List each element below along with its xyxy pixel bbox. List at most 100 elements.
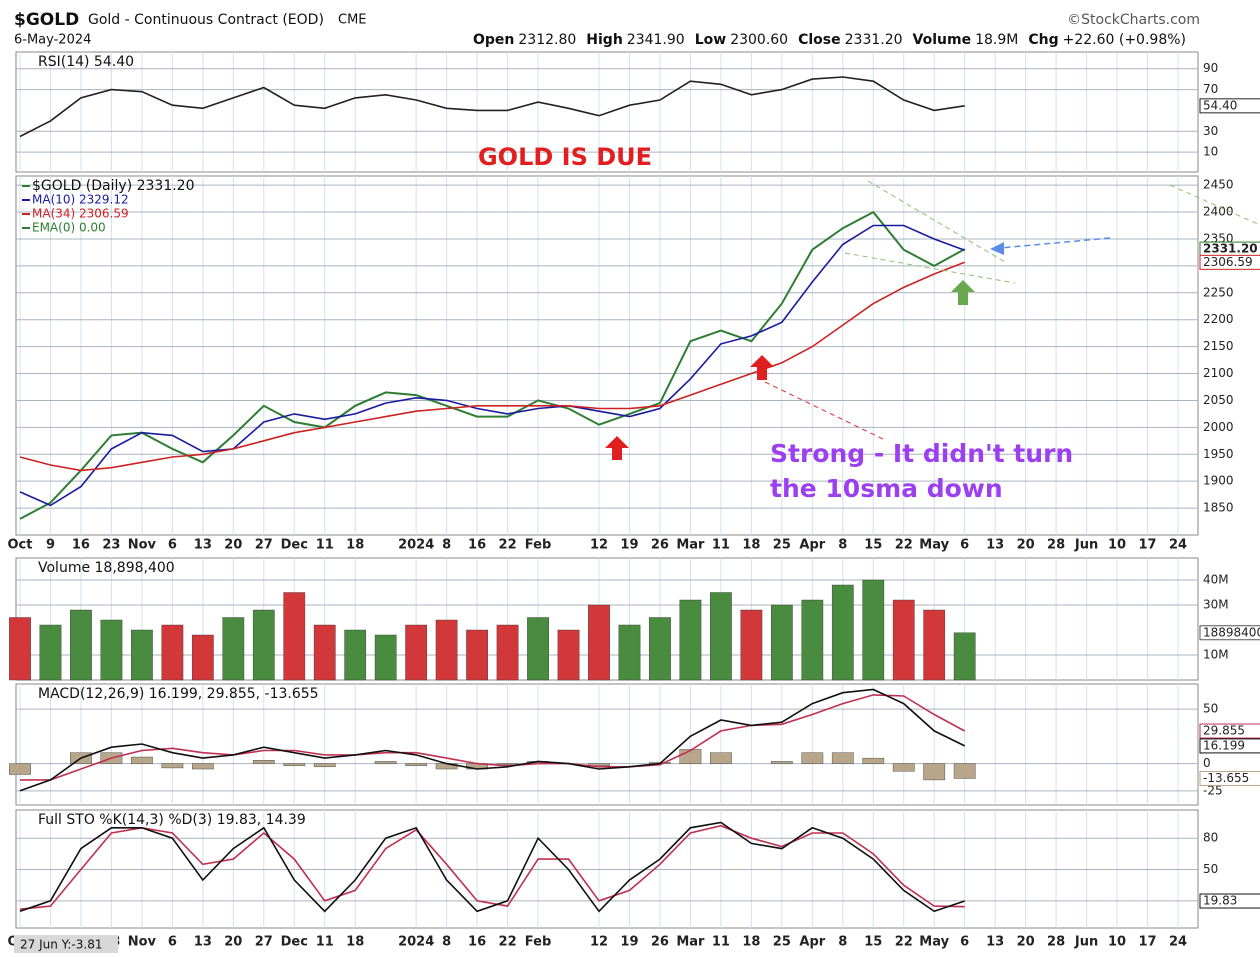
- x-tick-label: 8: [442, 935, 451, 950]
- series-line: [19, 210, 966, 520]
- bar: [740, 609, 763, 681]
- exchange: CME: [338, 13, 367, 28]
- x-tick-label: 11: [712, 538, 730, 553]
- bar: [527, 617, 549, 681]
- bar: [862, 757, 885, 764]
- series-line: [19, 821, 965, 913]
- x-tick-label: Feb: [525, 935, 551, 950]
- bar: [770, 604, 793, 681]
- bar: [923, 763, 946, 781]
- x-tick-label: 25: [773, 935, 791, 950]
- x-tick-label: 18: [346, 935, 364, 950]
- x-tick-label: 18: [742, 538, 760, 553]
- bar: [923, 609, 946, 681]
- panel-frame: [15, 683, 1199, 806]
- quote-label: Low: [695, 32, 727, 48]
- bar: [831, 752, 854, 764]
- x-tick-label: 8: [838, 935, 847, 950]
- x-tick-label: 12: [590, 538, 608, 553]
- up-arrow: [750, 355, 774, 380]
- x-tick-label: 10: [1108, 935, 1126, 950]
- quote-value: 2312.80: [518, 32, 576, 48]
- bar: [374, 761, 397, 764]
- bar: [892, 763, 915, 772]
- x-tick-label: 2024: [398, 538, 434, 553]
- x-tick-label: 27: [255, 538, 273, 553]
- series-line: [19, 688, 966, 792]
- quote-value: 2300.60: [730, 32, 788, 48]
- x-tick-label: 13: [986, 538, 1004, 553]
- x-tick-label: 13: [194, 935, 212, 950]
- x-tick-label: 15: [864, 935, 882, 950]
- x-tick-label: 20: [1017, 538, 1035, 553]
- bar: [649, 617, 671, 681]
- y-tick-label: 0: [1203, 756, 1211, 770]
- date: 6-May-2024: [14, 33, 91, 48]
- bar: [710, 592, 732, 681]
- x-tick-label: 11: [316, 538, 334, 553]
- series-line: [19, 224, 965, 507]
- trend-line: [844, 252, 1016, 284]
- x-tick-label: 10: [1108, 538, 1126, 553]
- value-tag-box: [1199, 625, 1260, 641]
- y-tick-label: 2100: [1203, 366, 1234, 380]
- x-tick-label: Jun: [1074, 935, 1098, 950]
- y-tick-label: 80: [1203, 831, 1218, 845]
- x-tick-label: Apr: [799, 538, 825, 553]
- value-tag-box: [1199, 738, 1260, 754]
- y-tick-label: 2200: [1203, 312, 1234, 326]
- bar: [9, 763, 31, 775]
- y-tick-label: 10M: [1203, 648, 1229, 662]
- x-tick-label: 17: [1138, 538, 1156, 553]
- bar: [252, 760, 275, 764]
- legend-entry: MA(10) 2329.12: [32, 193, 129, 207]
- x-tick-label: 26: [651, 935, 669, 950]
- x-tick-label: 20: [224, 538, 242, 553]
- bar: [892, 599, 915, 681]
- bar: [862, 579, 885, 681]
- value-tag: 2306.59: [1203, 255, 1253, 269]
- x-tick-label: 26: [651, 538, 669, 553]
- bar: [313, 763, 336, 768]
- x-tick-label: 15: [864, 538, 882, 553]
- x-tick-label: 28: [1047, 935, 1065, 950]
- value-tag-box: [1199, 723, 1260, 739]
- value-tag-box: [1199, 254, 1260, 270]
- y-tick-label: 70: [1203, 82, 1218, 96]
- quote-label: Chg: [1028, 32, 1058, 48]
- x-tick-label: 24: [1169, 935, 1187, 950]
- quote-value: 18.9M: [975, 32, 1018, 48]
- legend-entry: EMA(0) 0.00: [32, 221, 106, 235]
- bar: [191, 634, 214, 681]
- legend-entry: MA(34) 2306.59: [32, 207, 129, 221]
- x-tick-label: 9: [46, 538, 55, 553]
- x-tick-label: 20: [224, 935, 242, 950]
- x-tick-label: Mar: [676, 935, 705, 950]
- value-tag-box: [1199, 893, 1260, 909]
- x-tick-label: 12: [590, 935, 608, 950]
- bar: [710, 752, 732, 764]
- x-tick-label: 13: [194, 538, 212, 553]
- x-tick-label: Apr: [799, 935, 825, 950]
- instrument-name: Gold - Continuous Contract (EOD): [88, 12, 324, 28]
- bar: [770, 761, 793, 764]
- bar: [131, 629, 153, 681]
- bar: [801, 752, 824, 764]
- x-tick-label: Nov: [128, 538, 157, 553]
- x-tick-label: Dec: [281, 538, 308, 553]
- bar: [283, 592, 306, 681]
- bar: [588, 604, 610, 681]
- x-tick-label: 23: [102, 538, 120, 553]
- x-tick-label: 18: [742, 935, 760, 950]
- y-tick-label: 10: [1203, 145, 1218, 159]
- y-tick-label: -25: [1203, 783, 1223, 797]
- y-tick-label: 2400: [1203, 205, 1234, 219]
- y-tick-label: 2150: [1203, 339, 1234, 353]
- value-tag: 29.855: [1203, 724, 1245, 738]
- x-tick-label: Feb: [525, 538, 551, 553]
- x-tick-label: 22: [499, 935, 517, 950]
- x-tick-label: Jun: [1074, 538, 1098, 553]
- panel-legend: Full STO %K(14,3) %D(3) 19.83, 14.39: [38, 812, 306, 828]
- cursor-box: [14, 935, 118, 953]
